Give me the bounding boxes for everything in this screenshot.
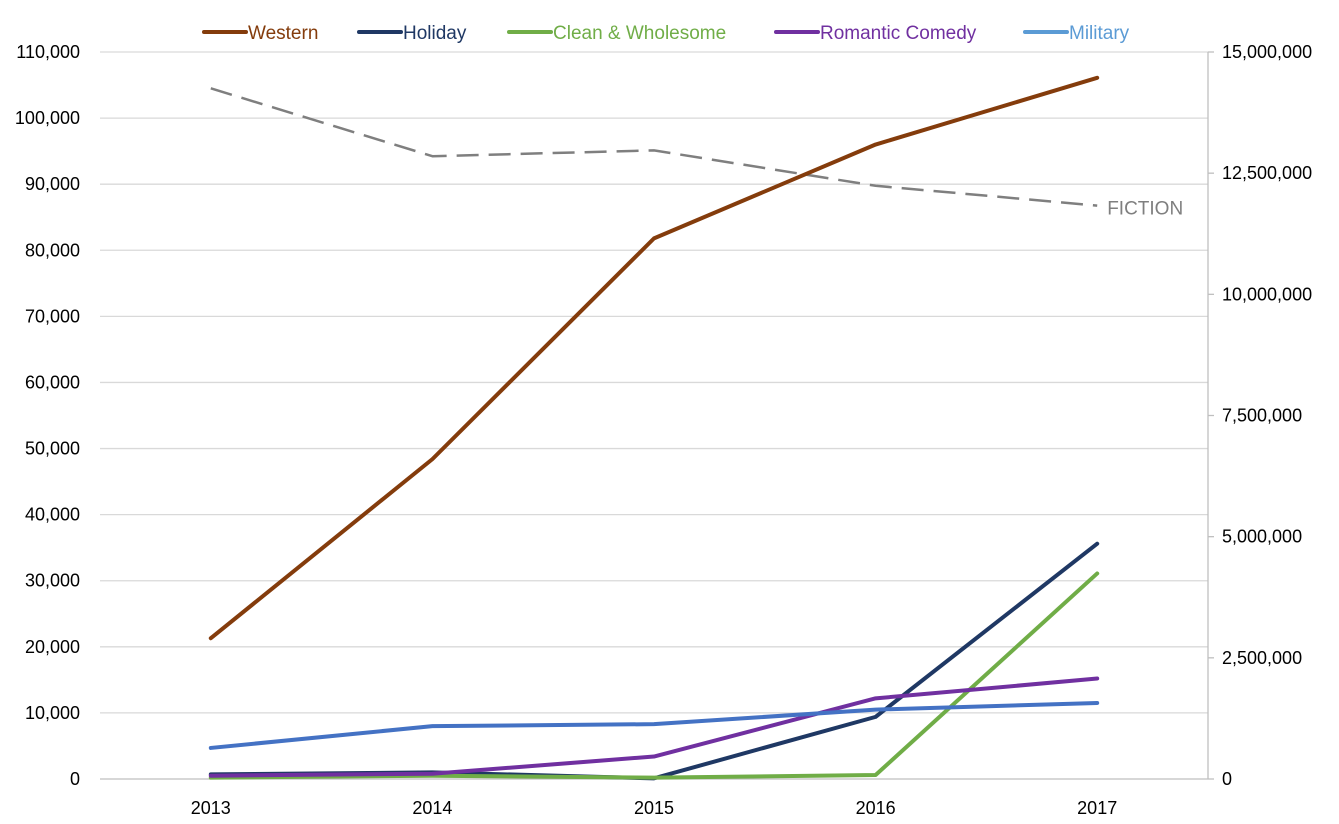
legend-label-holiday: Holiday [403, 23, 467, 44]
right-tick-label: 2,500,000 [1222, 648, 1302, 668]
right-y-axis: 0 2,500,000 5,000,000 7,500,000 10,000,000 12… [1207, 42, 1312, 789]
series-line-holiday [208, 541, 1100, 781]
right-tick-label: 7,500,000 [1222, 406, 1302, 426]
x-tick-label: 2013 [191, 798, 231, 818]
left-tick-label: 30,000 [25, 571, 80, 591]
left-tick-label: 90,000 [25, 174, 80, 194]
fiction-series-line [210, 87, 1098, 207]
series-layer: FICTION [208, 75, 1183, 781]
legend-label-western: Western [248, 23, 318, 44]
legend-label-military: Military [1069, 23, 1130, 44]
series-line-clean-wholesome [208, 571, 1100, 780]
left-tick-label: 80,000 [25, 240, 80, 260]
legend: Western Holiday Clean & Wholesome Romantic … [202, 23, 1130, 44]
x-tick-label: 2016 [856, 798, 896, 818]
gridlines [100, 51, 1208, 780]
x-tick-label: 2017 [1077, 798, 1117, 818]
left-tick-label: 100,000 [15, 108, 80, 128]
left-tick-label: 10,000 [25, 703, 80, 723]
x-axis: 2013 2014 2015 2016 2017 [191, 798, 1117, 818]
left-tick-label: 0 [70, 769, 80, 789]
left-tick-label: 40,000 [25, 505, 80, 525]
right-tick-label: 5,000,000 [1222, 527, 1302, 547]
fiction-label: FICTION [1107, 199, 1183, 220]
legend-label-clean-wholesome: Clean & Wholesome [553, 23, 726, 44]
x-tick-label: 2014 [412, 798, 452, 818]
left-tick-label: 20,000 [25, 637, 80, 657]
x-tick-label: 2015 [634, 798, 674, 818]
left-tick-label: 50,000 [25, 439, 80, 459]
left-tick-label: 110,000 [16, 42, 80, 62]
series-line-military [208, 700, 1100, 750]
left-y-axis: 0 10,000 20,000 30,000 40,000 50,000 60,000 70,… [15, 42, 80, 789]
right-tick-label: 10,000,000 [1222, 284, 1312, 304]
left-tick-label: 70,000 [25, 306, 80, 326]
right-tick-label: 0 [1222, 769, 1232, 789]
right-tick-label: 15,000,000 [1222, 42, 1312, 62]
series-line-western [208, 75, 1100, 641]
left-tick-label: 60,000 [25, 372, 80, 392]
right-tick-label: 12,500,000 [1222, 163, 1312, 183]
legend-label-romantic-comedy: Romantic Comedy [820, 23, 977, 44]
series-line-romantic-comedy [208, 676, 1100, 778]
